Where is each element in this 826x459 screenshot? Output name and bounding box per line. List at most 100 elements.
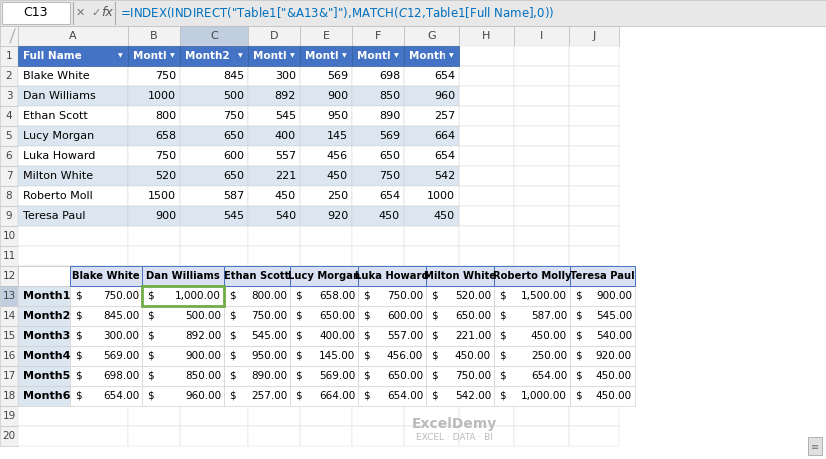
Bar (352, 46, 404, 66)
Bar (248, 266, 300, 286)
Text: $: $ (499, 291, 506, 301)
Text: 20: 20 (2, 431, 16, 441)
Text: 900: 900 (155, 211, 176, 221)
Bar (514, 146, 569, 166)
Text: A: A (69, 31, 77, 41)
Bar (459, 126, 514, 146)
Bar (128, 166, 180, 186)
Text: $: $ (431, 311, 438, 321)
Text: $: $ (295, 371, 301, 381)
Bar (426, 326, 494, 346)
Text: $: $ (75, 351, 82, 361)
Bar (128, 46, 180, 66)
Text: 557.00: 557.00 (387, 331, 423, 341)
Bar (352, 306, 404, 326)
Bar (128, 166, 180, 186)
Bar (569, 426, 619, 446)
Text: $: $ (75, 391, 82, 401)
Bar (180, 126, 248, 146)
Bar (404, 366, 459, 386)
Text: 500.00: 500.00 (185, 311, 221, 321)
Bar (0, 246, 18, 266)
Text: $: $ (431, 331, 438, 341)
Bar (404, 246, 459, 266)
Text: $: $ (363, 291, 369, 301)
Text: 11: 11 (2, 251, 16, 261)
Text: 1,000.00: 1,000.00 (521, 391, 567, 401)
Text: 750: 750 (155, 151, 176, 161)
Bar (180, 206, 248, 226)
Bar (180, 346, 248, 366)
Bar (300, 86, 352, 106)
Bar (459, 26, 514, 46)
Bar (569, 386, 619, 406)
Bar (248, 386, 300, 406)
Bar (352, 366, 404, 386)
Text: $: $ (363, 331, 369, 341)
Text: Month6: Month6 (23, 391, 70, 401)
Bar (180, 106, 248, 126)
Bar (352, 186, 404, 206)
Text: $: $ (575, 391, 582, 401)
Bar (128, 286, 180, 306)
Bar (404, 106, 459, 126)
Bar (352, 106, 404, 126)
Bar (180, 46, 248, 66)
Text: 542: 542 (434, 171, 455, 181)
Text: ▼: ▼ (290, 54, 294, 58)
Bar (18, 26, 128, 46)
Bar (404, 86, 459, 106)
Bar (18, 266, 128, 286)
Bar (180, 66, 248, 86)
Bar (338, 48, 350, 64)
Bar (514, 266, 569, 286)
Bar (514, 426, 569, 446)
Bar (494, 286, 570, 306)
Bar (404, 126, 459, 146)
Text: Lucy Morgan: Lucy Morgan (23, 131, 94, 141)
Bar (248, 206, 300, 226)
Bar (180, 146, 248, 166)
Bar (128, 106, 180, 126)
Text: 250.00: 250.00 (531, 351, 567, 361)
Bar (358, 346, 426, 366)
Bar (300, 146, 352, 166)
Text: Full Name: Full Name (23, 51, 82, 61)
Bar (300, 306, 352, 326)
Text: 450: 450 (379, 211, 400, 221)
Text: $: $ (499, 351, 506, 361)
Text: 15: 15 (2, 331, 16, 341)
Bar (0, 86, 18, 106)
Text: 900: 900 (327, 91, 348, 101)
Bar (569, 266, 619, 286)
Bar (128, 126, 180, 146)
Text: $: $ (363, 371, 369, 381)
Bar (459, 86, 514, 106)
Bar (70, 266, 142, 286)
Text: 658: 658 (155, 131, 176, 141)
Text: E: E (322, 31, 330, 41)
Bar (142, 286, 224, 306)
Text: I: I (540, 31, 544, 41)
Bar (18, 326, 128, 346)
Text: 1,500.00: 1,500.00 (521, 291, 567, 301)
Bar (248, 166, 300, 186)
Bar (18, 346, 70, 366)
Bar (404, 186, 459, 206)
Text: 500: 500 (223, 91, 244, 101)
Text: $: $ (229, 391, 235, 401)
Bar (18, 326, 70, 346)
Bar (352, 206, 404, 226)
Text: Month1: Month1 (23, 291, 70, 301)
Bar (18, 206, 128, 226)
Bar (569, 246, 619, 266)
Bar (180, 266, 248, 286)
Bar (180, 166, 248, 186)
Bar (459, 326, 514, 346)
Bar (404, 226, 459, 246)
Bar (352, 226, 404, 246)
Bar (300, 426, 352, 446)
Bar (290, 286, 358, 306)
Bar (18, 186, 128, 206)
Text: 890: 890 (379, 111, 400, 121)
